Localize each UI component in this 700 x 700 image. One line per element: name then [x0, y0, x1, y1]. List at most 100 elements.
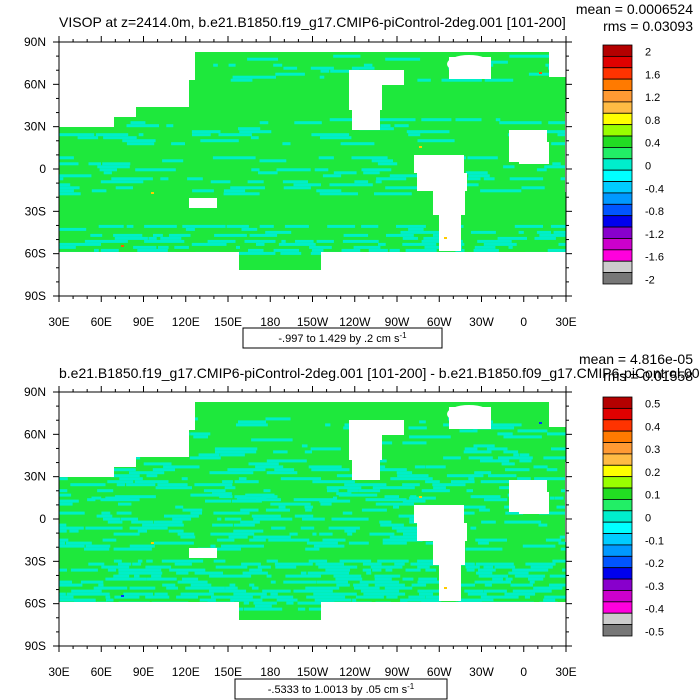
field-cell — [375, 180, 382, 184]
field-cell — [230, 78, 253, 82]
field-cell — [311, 468, 350, 472]
field-cell — [463, 450, 492, 454]
field-cell — [273, 248, 299, 252]
field-cell — [382, 541, 407, 545]
colorbar-box — [602, 476, 633, 489]
field-cell — [549, 574, 566, 578]
field-cell — [494, 565, 516, 569]
field-cell — [174, 562, 192, 566]
field-cell — [354, 180, 369, 184]
colorbar-box — [602, 487, 633, 500]
field-cell — [372, 568, 382, 572]
field-cell — [229, 583, 236, 587]
field-cell — [144, 224, 177, 228]
field-cell — [143, 462, 172, 466]
field-cell — [486, 447, 508, 451]
colorbar-box — [602, 203, 633, 217]
field-cell — [441, 78, 482, 82]
field-cell — [210, 532, 255, 536]
field-cell — [210, 544, 216, 548]
land-mask — [439, 215, 461, 251]
field-cell — [315, 562, 344, 566]
field-cell — [137, 248, 168, 252]
field-cell — [333, 171, 357, 175]
field-cell — [220, 453, 245, 457]
field-cell — [558, 541, 566, 545]
field-cell — [363, 63, 373, 67]
field-cell — [134, 480, 169, 484]
field-cell — [209, 471, 254, 475]
field-cell — [256, 242, 265, 246]
field-cell — [115, 186, 133, 190]
field-cell — [266, 574, 272, 578]
field-cell — [561, 489, 566, 493]
field-cell — [130, 121, 146, 125]
field-cell — [308, 607, 328, 611]
field-cell — [379, 520, 392, 524]
field-cell — [525, 562, 556, 566]
field-cell — [539, 511, 566, 515]
field-cell — [333, 574, 362, 578]
field-cell — [166, 124, 174, 128]
field-cell — [384, 586, 413, 590]
field-cell — [558, 242, 566, 246]
field-cell — [164, 514, 199, 518]
field-cell — [100, 248, 119, 252]
colorbar-box — [602, 44, 633, 57]
field-cell — [329, 118, 371, 122]
field-cell — [366, 571, 372, 575]
field-cell — [193, 435, 208, 439]
land-mask — [512, 135, 518, 142]
field-cell — [280, 477, 321, 481]
field-cell — [234, 480, 259, 484]
field-cell — [380, 124, 391, 128]
field-cell — [319, 532, 333, 536]
field-cell — [126, 142, 155, 146]
field-cell — [483, 589, 507, 593]
colorbar-label: 0.3 — [645, 444, 660, 456]
field-cell — [266, 459, 307, 463]
colorbar-box — [602, 112, 633, 126]
field-cell — [180, 535, 196, 539]
x-tick-label: 150E — [214, 665, 242, 679]
colorbar-box — [602, 181, 633, 194]
colorbar-label: 0.4 — [645, 138, 660, 150]
field-cell — [276, 168, 311, 172]
anomaly-speck — [444, 587, 447, 589]
field-cell — [145, 565, 172, 569]
field-cell — [480, 459, 510, 463]
colorbar-box — [602, 544, 633, 557]
field-cell — [374, 577, 392, 581]
field-cell — [59, 133, 95, 137]
field-cell — [238, 477, 247, 481]
field-cell — [314, 598, 352, 602]
field-cell — [152, 468, 175, 472]
land-mask — [189, 402, 195, 430]
chart-title: b.e21.B1850.f19_g17.CMIP6-piControl-2deg… — [59, 365, 700, 381]
field-cell — [536, 230, 551, 234]
field-cell — [137, 529, 147, 533]
field-cell — [533, 465, 548, 469]
field-cell — [312, 532, 317, 536]
field-cell — [313, 592, 357, 596]
field-cell — [110, 474, 140, 478]
field-cell — [559, 535, 566, 539]
field-cell — [192, 133, 211, 137]
colorbar-label: 0 — [645, 513, 651, 525]
field-cell — [484, 583, 492, 587]
field-cell — [211, 595, 253, 599]
field-cell — [335, 577, 363, 581]
field-cell — [408, 227, 424, 231]
field-cell — [308, 465, 342, 469]
land-mask — [59, 392, 566, 402]
field-cell — [243, 601, 250, 605]
land-mask — [433, 191, 465, 215]
colorbar-label: -0.8 — [645, 206, 664, 218]
field-cell — [318, 565, 358, 569]
field-cell — [433, 233, 444, 237]
field-cell — [310, 447, 341, 451]
field-cell — [113, 233, 143, 237]
colorbar-box — [602, 624, 633, 637]
field-cell — [270, 502, 311, 506]
field-cell — [355, 595, 384, 599]
